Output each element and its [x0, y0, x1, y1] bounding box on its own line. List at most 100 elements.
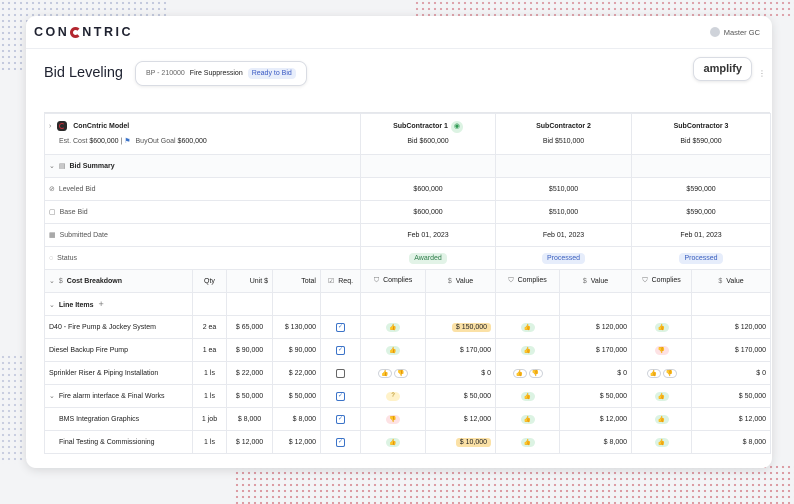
required-checkbox[interactable]: ✓ [336, 345, 346, 355]
col-total[interactable]: Total [272, 269, 321, 293]
complies-cell[interactable]: 👍 [631, 384, 693, 408]
complies-cell[interactable]: 👍 [360, 430, 427, 454]
bid-value: $ 170,000 [734, 346, 767, 354]
thumbs-up-icon[interactable]: 👍 [654, 322, 669, 332]
thumbs-up-icon[interactable]: 👍 [520, 322, 535, 332]
sub-header-2[interactable]: SubContractor 2 Bid $510,000 [495, 113, 633, 155]
leveled-icon: ⊘ [49, 186, 55, 193]
thumbs-up-icon[interactable]: 👍 [654, 414, 669, 424]
app-logo[interactable]: CON NTRIC [34, 25, 133, 39]
complies-cell[interactable]: 👍 [631, 315, 693, 339]
col-complies[interactable]: ⛉ Complies [360, 269, 427, 293]
value-cell[interactable]: $ 0 [559, 361, 633, 385]
unit-price: $ 65,000 [226, 315, 273, 339]
chevron-right-icon[interactable]: › [49, 123, 52, 130]
thumbs-down-icon[interactable]: 👎 [528, 368, 543, 378]
project-selector[interactable]: BP - 210000 Fire Suppression Ready to Bi… [135, 60, 307, 86]
complies-cell[interactable]: 👍 [495, 407, 561, 431]
complies-cell[interactable]: ? [360, 384, 427, 408]
complies-cell[interactable]: 👎 [631, 338, 693, 362]
required-checkbox[interactable]: ✓ [336, 391, 346, 401]
value-cell[interactable]: $ 170,000 [691, 338, 772, 362]
thumbs-up-icon[interactable]: 👍 [386, 322, 401, 332]
complies-cell[interactable]: 👍 [360, 315, 427, 339]
sub-header-3[interactable]: SubContractor 3 Bid $590,000 [631, 113, 772, 155]
col-unit[interactable]: Unit $ [226, 269, 273, 293]
complies-cell[interactable]: 👍 👎 [360, 361, 427, 385]
thumbs-up-icon[interactable]: 👍 [646, 368, 661, 378]
chevron-down-icon[interactable]: ⌄ [49, 278, 55, 285]
thumbs-up-icon[interactable]: 👍 [386, 437, 401, 447]
value-cell[interactable]: $ 0 [691, 361, 772, 385]
required-checkbox[interactable]: ✓ [336, 322, 346, 332]
value-cell[interactable]: $ 120,000 [691, 315, 772, 339]
thumbs-down-icon[interactable]: 👎 [394, 368, 408, 378]
value-cell[interactable]: $ 170,000 [425, 338, 497, 362]
complies-cell[interactable]: 👍 [495, 384, 561, 408]
value-cell[interactable]: $ 170,000 [559, 338, 633, 362]
thumbs-up-icon[interactable]: 👍 [520, 345, 535, 355]
value-cell[interactable]: $ 50,000 [559, 384, 633, 408]
line-item-row[interactable]: BMS Integration Graphics 1 job $ 8,000 $ 8,… [44, 407, 772, 431]
more-icon[interactable]: ⋮ [758, 69, 766, 78]
thumbs-up-icon[interactable]: 👍 [654, 391, 669, 401]
question-icon[interactable]: ? [386, 391, 401, 401]
col-req[interactable]: ☑ Req. [319, 269, 362, 293]
user-name: Master GC [723, 27, 760, 37]
col-complies[interactable]: ⛉ Complies [631, 269, 693, 293]
value-cell[interactable]: $ 120,000 [559, 315, 633, 339]
col-value[interactable]: $ Value [425, 269, 497, 293]
thumbs-down-icon[interactable]: 👎 [662, 368, 677, 378]
value-cell[interactable]: $ 12,000 [691, 407, 772, 431]
col-value[interactable]: $ Value [691, 269, 772, 293]
required-checkbox[interactable]: ✓ [336, 368, 346, 378]
complies-cell[interactable]: 👎 [360, 407, 427, 431]
thumbs-down-icon[interactable]: 👎 [386, 414, 401, 424]
add-icon[interactable]: + [98, 299, 104, 309]
col-value[interactable]: $ Value [559, 269, 633, 293]
complies-cell[interactable]: 👍 👎 [631, 361, 693, 385]
complies-cell[interactable]: 👍 [631, 407, 693, 431]
thumbs-down-icon[interactable]: 👎 [654, 345, 669, 355]
complies-cell[interactable]: 👍 [495, 315, 561, 339]
thumbs-up-icon[interactable]: 👍 [654, 437, 669, 447]
chevron-down-icon[interactable]: ⌄ [49, 163, 55, 170]
value-cell[interactable]: $ 10,000 [425, 430, 497, 454]
complies-cell[interactable]: 👍 [495, 338, 561, 362]
value-cell[interactable]: $ 12,000 [559, 407, 633, 431]
thumbs-up-icon[interactable]: 👍 [520, 414, 535, 424]
col-complies[interactable]: ⛉ Complies [495, 269, 561, 293]
value-cell[interactable]: $ 0 [425, 361, 497, 385]
line-item-row[interactable]: Sprinkler Riser & Piping Installation 1 l… [44, 361, 772, 385]
line-item-row[interactable]: D40 - Fire Pump & Jockey System 2 ea $ 65,… [44, 315, 772, 339]
bid-summary-header[interactable]: ⌄ ▤ Bid Summary [43, 154, 772, 178]
value-cell[interactable]: $ 50,000 [691, 384, 772, 408]
thumbs-up-icon[interactable]: 👍 [512, 368, 527, 378]
chevron-down-icon[interactable]: ⌄ [49, 302, 55, 309]
thumbs-up-icon[interactable]: 👍 [378, 368, 393, 378]
thumbs-up-icon[interactable]: 👍 [520, 391, 535, 401]
line-item-row[interactable]: Diesel Backup Fire Pump 1 ea $ 90,000 $ 90,… [44, 338, 772, 362]
required-checkbox[interactable]: ✓ [336, 414, 346, 424]
complies-cell[interactable]: 👍 [631, 430, 693, 454]
complies-cell[interactable]: 👍 👎 [495, 361, 561, 385]
value-cell[interactable]: $ 50,000 [425, 384, 497, 408]
amplify-button[interactable]: amplify [693, 57, 752, 81]
line-item-row[interactable]: Final Testing & Commissioning 1 ls $ 12,00… [44, 430, 772, 454]
chevron-down-icon[interactable]: ⌄ [49, 393, 55, 400]
sub-header-1[interactable]: SubContractor 1 ◉ Bid $600,000 [360, 113, 497, 155]
required-checkbox[interactable]: ✓ [336, 437, 346, 447]
value-cell[interactable]: $ 8,000 [691, 430, 772, 454]
value-cell[interactable]: $ 8,000 [559, 430, 633, 454]
value-cell[interactable]: $ 150,000 [425, 315, 497, 339]
model-title[interactable]: › ConCntric Model [49, 119, 356, 134]
complies-cell[interactable]: 👍 [495, 430, 561, 454]
thumbs-up-icon[interactable]: 👍 [386, 345, 401, 355]
thumbs-up-icon[interactable]: 👍 [520, 437, 535, 447]
line-item-row[interactable]: ⌄ Fire alarm interface & Final Works 1 ls $… [44, 384, 772, 408]
complies-cell[interactable]: 👍 [360, 338, 427, 362]
col-qty[interactable]: Qty [192, 269, 227, 293]
summary-row-leveled: ⊘ Leveled Bid $600,000 $510,000 $590,000 [43, 177, 772, 201]
value-cell[interactable]: $ 12,000 [425, 407, 497, 431]
user-menu[interactable]: Master GC [709, 27, 760, 37]
